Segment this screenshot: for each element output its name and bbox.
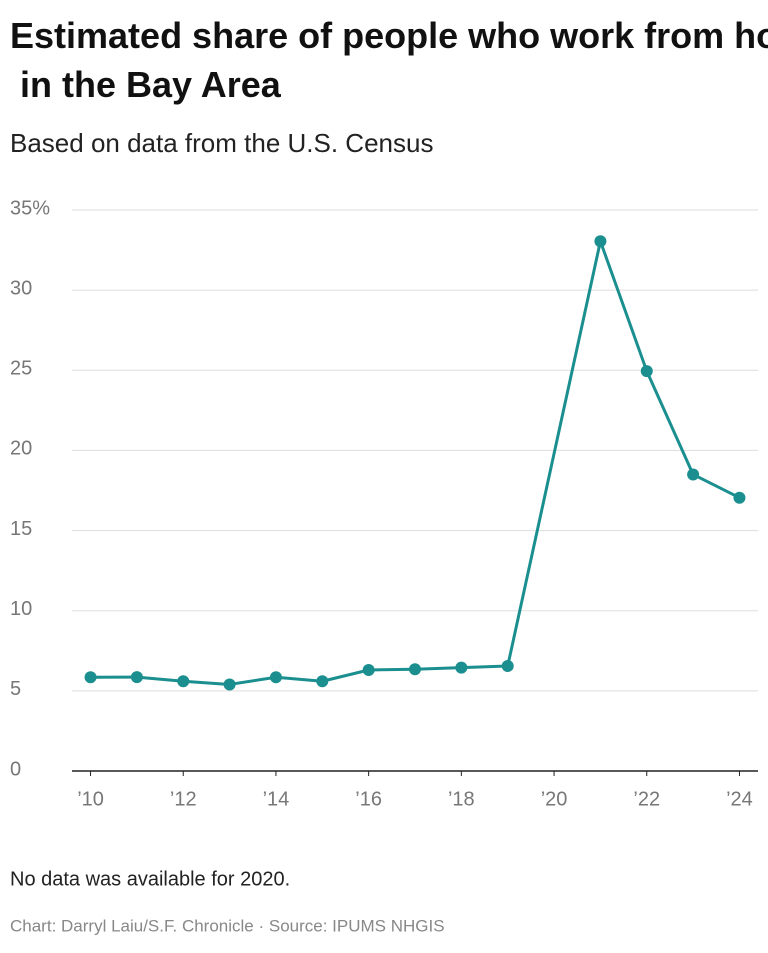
- point: [733, 491, 746, 504]
- chart-title: Estimated share of people who work from …: [10, 15, 768, 105]
- note: No data was available for 2020.: [10, 868, 290, 890]
- y-tick-label: 5: [10, 678, 21, 700]
- y-tick-label: 15: [10, 518, 32, 540]
- point: [687, 468, 700, 481]
- point: [409, 663, 421, 676]
- point: [594, 235, 607, 248]
- point: [269, 671, 282, 684]
- x-tick-label: ’12: [170, 788, 197, 810]
- x-tick-label: ’18: [448, 788, 475, 810]
- source: Chart: Darryl Laiu/S.F. Chronicle · Sour…: [10, 916, 445, 935]
- point: [501, 660, 514, 673]
- y-tick-label: 35%: [10, 197, 50, 219]
- point: [455, 661, 468, 674]
- point: [177, 675, 190, 688]
- y-tick-label: 0: [10, 758, 21, 780]
- line: [90, 239, 741, 686]
- y-tick-label: 20: [10, 438, 32, 460]
- x-tick-label: ’20: [541, 788, 568, 810]
- x-tick-label: ’24: [726, 788, 753, 810]
- point: [223, 678, 236, 691]
- y-tick-label: 25: [10, 358, 32, 380]
- point: [130, 671, 143, 684]
- x-tick-label: ’16: [355, 788, 382, 810]
- point: [84, 671, 97, 684]
- y-tick-label: 10: [10, 598, 32, 620]
- x-tick-label: ’14: [263, 788, 290, 810]
- x-tick-label: ’10: [77, 788, 104, 810]
- x-tick-label: ’22: [633, 788, 660, 810]
- point: [362, 664, 375, 677]
- y-tick-label: 30: [10, 277, 32, 299]
- point: [316, 675, 329, 688]
- point: [640, 365, 653, 378]
- chart-subtitle: Based on data from the U.S. Census: [10, 128, 433, 158]
